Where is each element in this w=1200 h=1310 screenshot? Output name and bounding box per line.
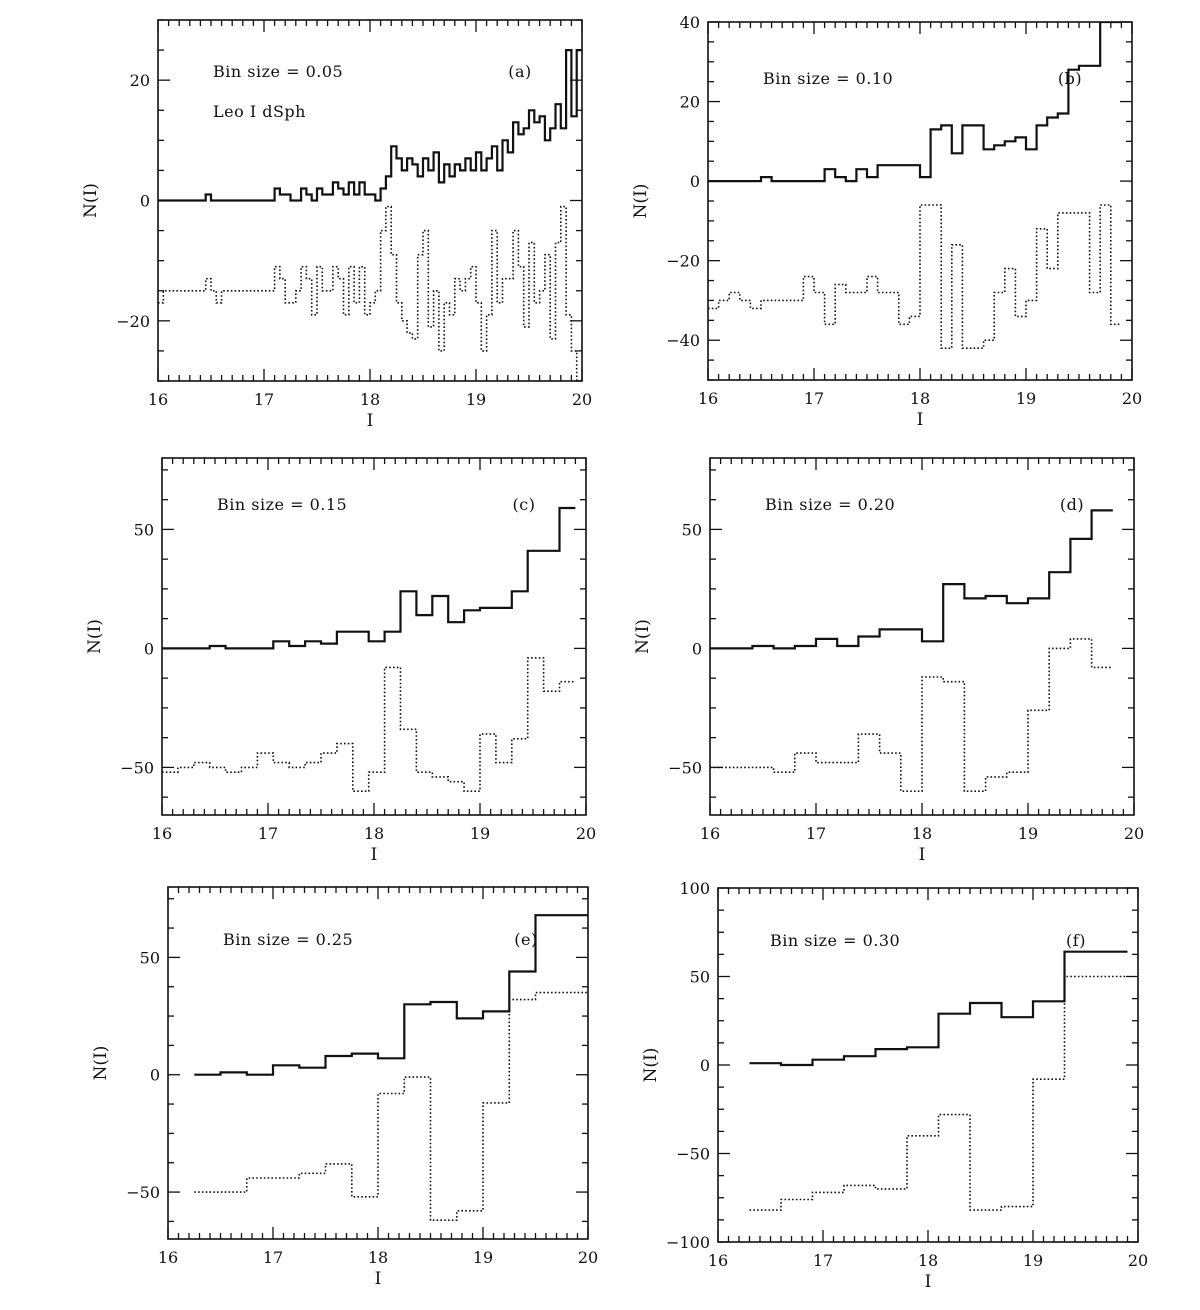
dotted-step-series [708, 204, 1122, 349]
x-tick-label: 18 [918, 1251, 938, 1270]
x-axis-label: I [925, 1272, 932, 1292]
y-tick-label: −40 [666, 331, 700, 350]
x-tick-label: 18 [912, 824, 932, 843]
x-tick-label: 19 [1023, 1251, 1043, 1270]
y-tick-label: −100 [666, 1233, 710, 1252]
panel-label: (a) [508, 62, 532, 81]
x-tick-label: 19 [1018, 824, 1038, 843]
y-tick-label: −50 [126, 1183, 160, 1202]
y-tick-label: −20 [666, 252, 700, 271]
x-tick-label: 20 [1128, 1251, 1148, 1270]
x-tick-label: 17 [813, 1251, 833, 1270]
bin-size-annotation: Bin size = 0.05 [213, 62, 343, 81]
panel-label: (e) [514, 930, 537, 949]
x-tick-label: 20 [578, 1248, 598, 1267]
x-axis-label: I [917, 410, 924, 430]
solid-step-series [710, 509, 1113, 650]
solid-step-series [708, 22, 1122, 183]
x-tick-label: 20 [572, 390, 592, 409]
y-tick-label: 0 [144, 639, 154, 658]
y-axis-label: N(I) [633, 619, 653, 654]
y-tick-label: 50 [682, 520, 702, 539]
x-tick-label: 20 [1122, 389, 1142, 408]
x-tick-label: 17 [258, 824, 278, 843]
solid-step-series [158, 49, 582, 202]
galaxy-annotation: Leo I dSph [213, 102, 306, 121]
x-tick-label: 18 [360, 390, 380, 409]
solid-step-series [749, 950, 1128, 1067]
y-tick-label: 20 [680, 93, 700, 112]
x-tick-label: 19 [470, 824, 490, 843]
x-tick-label: 16 [148, 390, 168, 409]
panel-d: 16 17 18 19 20 −50 0 50 I N(I) (d) Bin size = 0.20 [633, 457, 1144, 865]
bin-size-annotation: Bin size = 0.10 [763, 69, 893, 88]
x-tick-label: 17 [263, 1248, 283, 1267]
x-axis-label: I [367, 411, 374, 431]
panel-a: 16 17 18 19 20 −20 0 20 I N(I) (a) Bin size = 0.05 L… [81, 19, 592, 431]
x-tick-label: 17 [806, 824, 826, 843]
x-axis-label: I [371, 845, 378, 865]
y-tick-label: 50 [140, 948, 160, 967]
x-tick-label: 16 [700, 824, 720, 843]
x-axis-label: I [375, 1269, 382, 1289]
dotted-step-series [162, 657, 576, 792]
x-tick-label: 19 [466, 390, 486, 409]
x-tick-label: 19 [1016, 389, 1036, 408]
x-axis-label: I [919, 845, 926, 865]
x-tick-label: 17 [254, 390, 274, 409]
y-axis-label: N(I) [631, 184, 651, 219]
y-tick-label: 0 [690, 172, 700, 191]
panel-c: 16 17 18 19 20 −50 0 50 I N(I) (c) Bin size = 0.15 [85, 457, 596, 865]
x-tick-label: 17 [804, 389, 824, 408]
x-tick-label: 16 [152, 824, 172, 843]
bin-size-annotation: Bin size = 0.25 [223, 930, 353, 949]
panel-label: (c) [513, 495, 536, 514]
y-tick-label: 0 [140, 192, 150, 211]
x-tick-label: 16 [158, 1248, 178, 1267]
dotted-step-series [749, 975, 1128, 1211]
x-tick-label: 19 [473, 1248, 493, 1267]
x-tick-label: 18 [364, 824, 384, 843]
y-tick-label: −50 [120, 758, 154, 777]
y-tick-label: −20 [116, 312, 150, 331]
y-tick-label: 100 [679, 879, 710, 898]
x-tick-label: 18 [910, 389, 930, 408]
dotted-step-series [158, 205, 582, 381]
panel-b: 16 17 18 19 20 −40 −20 0 20 40 I N(I) (b) Bin size = … [631, 13, 1142, 430]
bin-size-annotation: Bin size = 0.20 [765, 495, 895, 514]
x-tick-label: 16 [708, 1251, 728, 1270]
panel-e: 16 17 18 19 20 −50 0 50 I N(I) (e) Bin size = 0.25 [91, 886, 598, 1289]
dotted-step-series [710, 638, 1113, 792]
y-tick-label: 0 [150, 1066, 160, 1085]
y-tick-label: −50 [676, 1145, 710, 1164]
y-tick-label: 50 [134, 520, 154, 539]
bin-size-annotation: Bin size = 0.30 [770, 931, 900, 950]
x-tick-label: 20 [1124, 824, 1144, 843]
solid-step-series [162, 506, 576, 650]
panel-f: 16 17 18 19 20 −100 −50 0 50 100 I N(I) (f) Bin size … [641, 879, 1148, 1292]
y-tick-label: 0 [700, 1056, 710, 1075]
x-tick-label: 16 [698, 389, 718, 408]
panel-label: (d) [1060, 495, 1084, 514]
panel-label: (f) [1066, 931, 1086, 950]
panel-label: (b) [1058, 69, 1082, 88]
y-axis-label: N(I) [91, 1046, 111, 1081]
solid-step-series [194, 914, 588, 1076]
x-tick-label: 20 [576, 824, 596, 843]
y-tick-label: 0 [692, 639, 702, 658]
y-tick-label: 40 [680, 13, 700, 32]
y-tick-label: −50 [668, 758, 702, 777]
y-tick-label: 50 [690, 968, 710, 987]
bin-size-annotation: Bin size = 0.15 [217, 495, 347, 514]
y-axis-label: N(I) [81, 183, 101, 218]
dotted-step-series [194, 991, 588, 1221]
y-tick-label: 20 [130, 71, 150, 90]
y-axis-label: N(I) [85, 619, 105, 654]
x-tick-label: 18 [368, 1248, 388, 1267]
y-axis-label: N(I) [641, 1048, 661, 1083]
